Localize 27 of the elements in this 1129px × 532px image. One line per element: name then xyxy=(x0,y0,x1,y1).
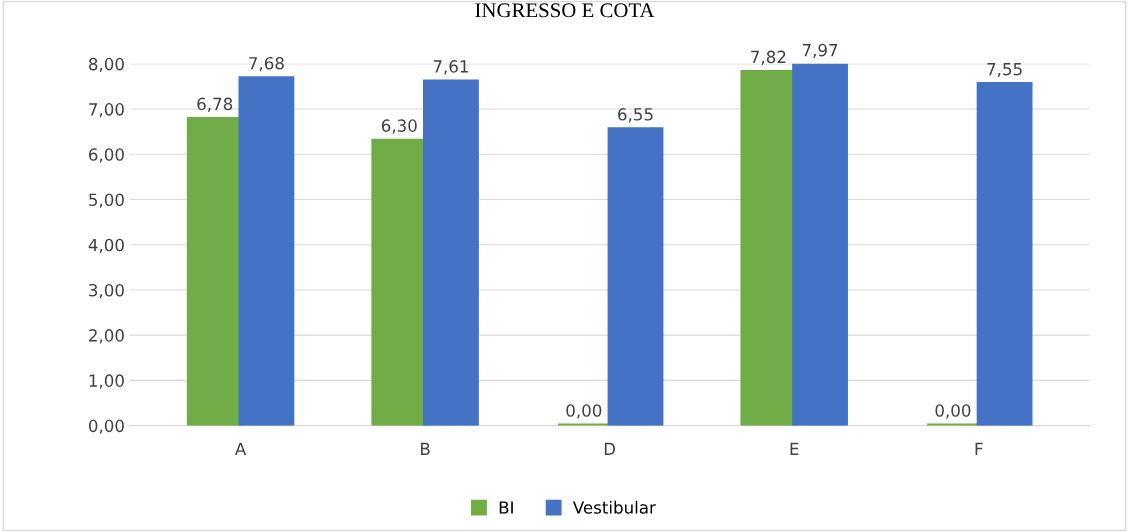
data-label: 6,55 xyxy=(618,108,653,123)
y-tick-label: 3,00 xyxy=(89,283,124,299)
x-tick-label: F xyxy=(975,442,983,455)
data-label: 7,82 xyxy=(751,50,786,65)
y-tick-label: 4,00 xyxy=(88,238,124,253)
data-label: 6,78 xyxy=(197,97,233,112)
y-tick-label: 7,00 xyxy=(89,103,124,118)
y-tick-label: 1,00 xyxy=(89,374,124,389)
data-label: 7,55 xyxy=(987,63,1022,78)
y-tick-label: 0,00 xyxy=(88,419,124,434)
y-tick-label: 5,00 xyxy=(89,193,124,208)
legend-label: Vestibular xyxy=(572,500,656,514)
x-tick-label: B xyxy=(421,442,430,455)
data-label: 6,30 xyxy=(381,119,417,134)
data-label: 0,00 xyxy=(566,404,602,419)
data-label: 0,00 xyxy=(935,404,971,419)
chart-title: INGRESSO E COTA xyxy=(475,3,655,18)
data-label: 7,97 xyxy=(802,43,838,59)
y-tick-label: 8,00 xyxy=(88,57,124,73)
data-label: 7,68 xyxy=(249,56,284,72)
y-tick-label: 2,00 xyxy=(89,329,124,344)
x-tick-label: E xyxy=(790,442,799,455)
x-tick-label: D xyxy=(604,442,616,455)
y-tick-label: 6,00 xyxy=(89,148,124,163)
data-label: 7,61 xyxy=(433,60,468,75)
x-tick-label: A xyxy=(234,442,247,455)
legend-label: BI xyxy=(499,501,513,514)
